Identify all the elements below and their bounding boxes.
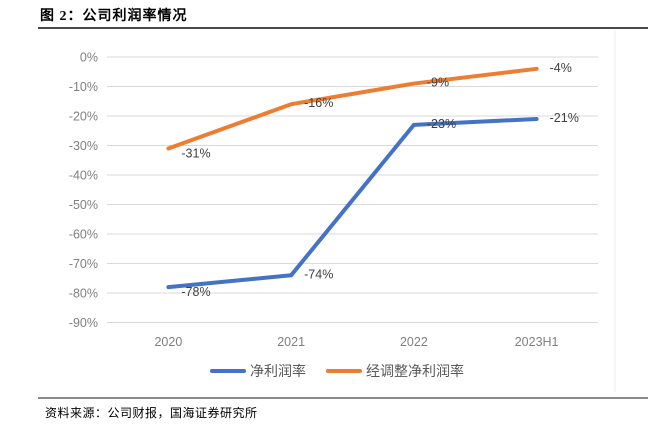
y-axis-tick-label: -50% — [69, 198, 98, 212]
title-underline-rule — [38, 27, 648, 29]
data-label-1: -4% — [550, 61, 572, 75]
y-axis-tick-label: -30% — [69, 139, 98, 153]
y-axis-tick-label: -60% — [69, 228, 98, 242]
x-axis-tick-label: 2022 — [400, 335, 428, 349]
legend-label-0: 净利润率 — [250, 363, 306, 379]
y-axis-tick-label: 0% — [80, 51, 98, 65]
y-axis-tick-label: -40% — [69, 169, 98, 183]
series-line-1 — [166, 66, 539, 151]
y-axis-tick-label: -80% — [69, 287, 98, 301]
data-label-1: -31% — [181, 146, 210, 160]
source-divider-rule — [38, 397, 648, 399]
data-label-0: -23% — [427, 117, 456, 131]
y-axis-tick-label: -20% — [69, 110, 98, 124]
profit-margin-line-chart: 0% -10% -20% -30% -40% -50% -60% -70% -80% -90% 20… — [69, 30, 616, 392]
data-label-0: -21% — [550, 111, 579, 125]
y-axis-tick-label: -90% — [69, 316, 98, 330]
data-label-1: -9% — [427, 76, 449, 90]
legend-label-1: 经调整净利润率 — [366, 363, 464, 379]
y-axis-tick-label: -10% — [69, 80, 98, 94]
figure-title: 图 2：公司利润率情况 — [40, 9, 188, 24]
series-line-0 — [166, 116, 539, 290]
x-axis-tick-label: 2023H1 — [515, 335, 559, 349]
data-label-0: -78% — [181, 285, 210, 299]
y-axis-tick-label: -70% — [69, 257, 98, 271]
x-axis-tick-label: 2021 — [277, 335, 305, 349]
data-label-0: -74% — [304, 267, 333, 281]
x-axis-tick-label: 2020 — [154, 335, 182, 349]
data-label-1: -16% — [304, 96, 333, 110]
source-note: 资料来源：公司财报，国海证券研究所 — [45, 406, 258, 420]
